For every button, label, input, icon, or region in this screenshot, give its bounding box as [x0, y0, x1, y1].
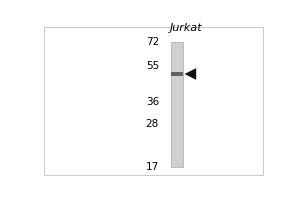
- Text: 72: 72: [146, 37, 159, 47]
- Text: 36: 36: [146, 97, 159, 107]
- Text: 17: 17: [146, 162, 159, 172]
- Polygon shape: [184, 68, 196, 80]
- Text: 55: 55: [146, 61, 159, 71]
- Bar: [171, 42, 183, 167]
- Text: 28: 28: [146, 119, 159, 129]
- Bar: [171, 72, 183, 76]
- Text: Jurkat: Jurkat: [170, 23, 203, 33]
